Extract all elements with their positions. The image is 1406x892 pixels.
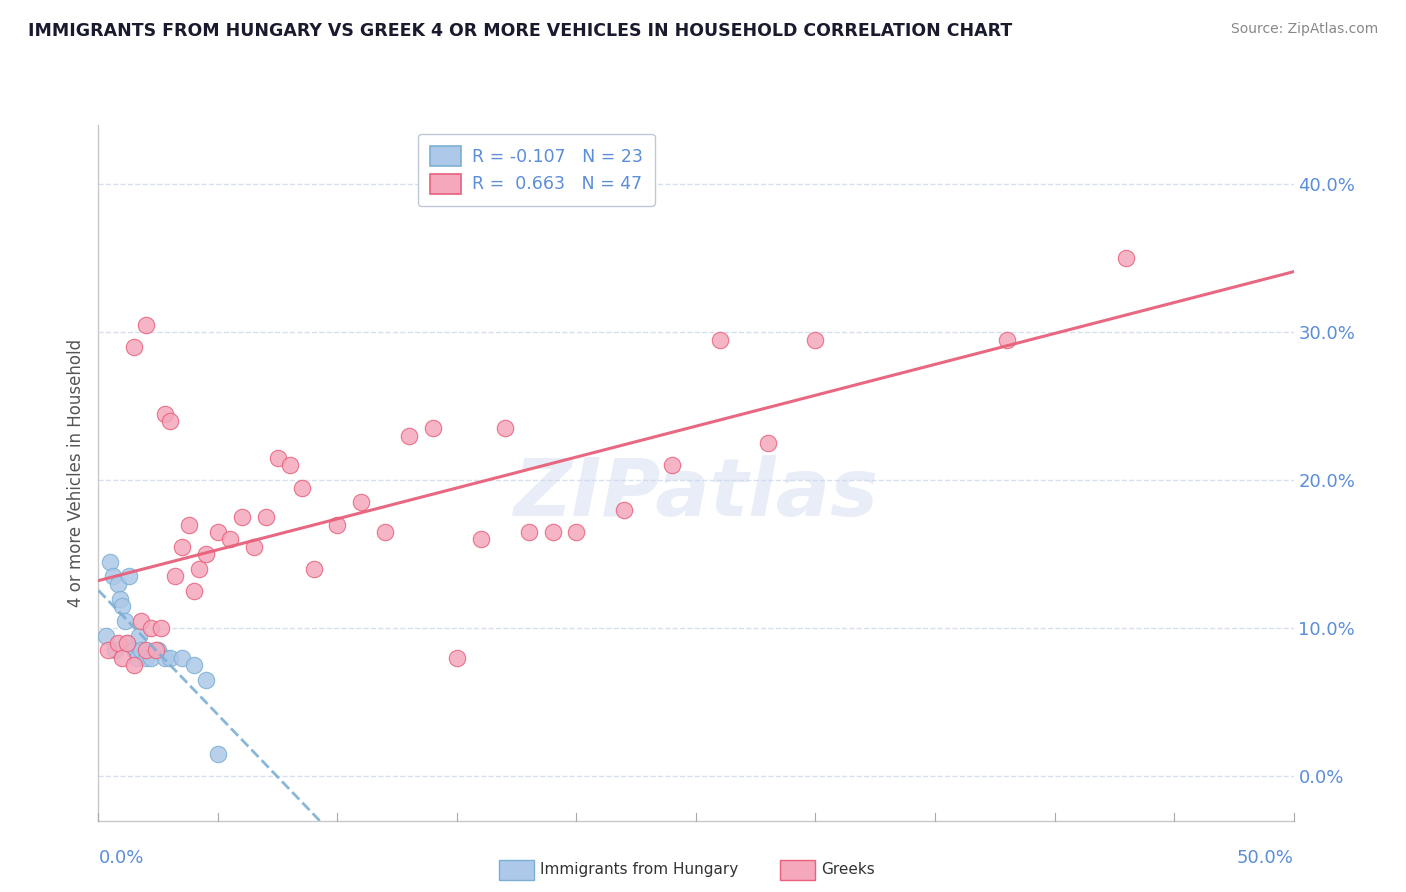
Point (709, 333, 731, 347)
Point (326, 517, 349, 532)
Point (278, 458, 301, 473)
Point (94, 629, 117, 643)
Point (541, 524, 564, 539)
Point (125, 650, 148, 665)
Point (179, 517, 201, 532)
Point (374, 524, 396, 539)
Point (155, 650, 177, 665)
Point (108, 591, 131, 606)
Point (118, 569, 141, 583)
Point (128, 629, 150, 643)
Point (145, 643, 167, 657)
Point (135, 643, 157, 657)
Point (114, 614, 136, 628)
Point (187, 562, 209, 576)
Point (107, 576, 129, 591)
Point (194, 673, 217, 687)
Point (172, 540, 194, 554)
Point (207, 524, 229, 539)
Point (290, 481, 312, 495)
Point (446, 650, 468, 665)
Point (131, 643, 153, 657)
Point (124, 643, 146, 657)
Point (159, 414, 181, 428)
Point (172, 650, 194, 665)
Point (242, 540, 264, 554)
Point (804, 333, 827, 347)
Point (494, 421, 516, 435)
Point (422, 421, 444, 435)
Point (135, 318, 157, 332)
Point (183, 584, 205, 599)
Point (107, 636, 129, 650)
Point (97, 643, 120, 657)
Point (98, 555, 122, 569)
Text: 50.0%: 50.0% (1237, 849, 1294, 867)
Point (111, 650, 134, 665)
Point (1115, 251, 1137, 265)
Point (207, 747, 229, 761)
Point (139, 650, 162, 665)
Text: Greeks: Greeks (821, 863, 875, 877)
Point (115, 636, 138, 650)
Point (115, 636, 138, 650)
Text: ZIPatlas: ZIPatlas (513, 455, 879, 533)
Point (350, 495, 373, 509)
Point (756, 436, 779, 450)
Point (267, 450, 290, 465)
Point (101, 569, 124, 583)
Point (302, 562, 325, 576)
Legend: R = -0.107   N = 23, R =  0.663   N = 47: R = -0.107 N = 23, R = 0.663 N = 47 (418, 134, 655, 206)
Point (183, 658, 205, 673)
Text: Source: ZipAtlas.com: Source: ZipAtlas.com (1230, 22, 1378, 37)
Point (131, 614, 153, 628)
Point (470, 533, 492, 547)
Text: 0.0%: 0.0% (98, 849, 143, 867)
Point (135, 650, 157, 665)
Point (398, 429, 420, 443)
Point (124, 658, 146, 673)
Y-axis label: 4 or more Vehicles in Household: 4 or more Vehicles in Household (66, 339, 84, 607)
Point (254, 510, 277, 524)
Point (104, 643, 127, 657)
Point (148, 643, 170, 657)
Point (995, 333, 1018, 347)
Point (155, 407, 177, 421)
Point (124, 340, 146, 354)
Point (565, 524, 588, 539)
Point (149, 621, 172, 635)
Point (159, 650, 181, 665)
Point (231, 510, 253, 524)
Point (613, 502, 636, 516)
Point (163, 569, 186, 583)
Point (661, 458, 683, 473)
Point (139, 621, 162, 635)
Point (194, 547, 217, 561)
Text: IMMIGRANTS FROM HUNGARY VS GREEK 4 OR MORE VEHICLES IN HOUSEHOLD CORRELATION CHA: IMMIGRANTS FROM HUNGARY VS GREEK 4 OR MO… (28, 22, 1012, 40)
Point (111, 599, 134, 613)
Point (219, 533, 242, 547)
Point (517, 524, 540, 539)
Text: Immigrants from Hungary: Immigrants from Hungary (540, 863, 738, 877)
